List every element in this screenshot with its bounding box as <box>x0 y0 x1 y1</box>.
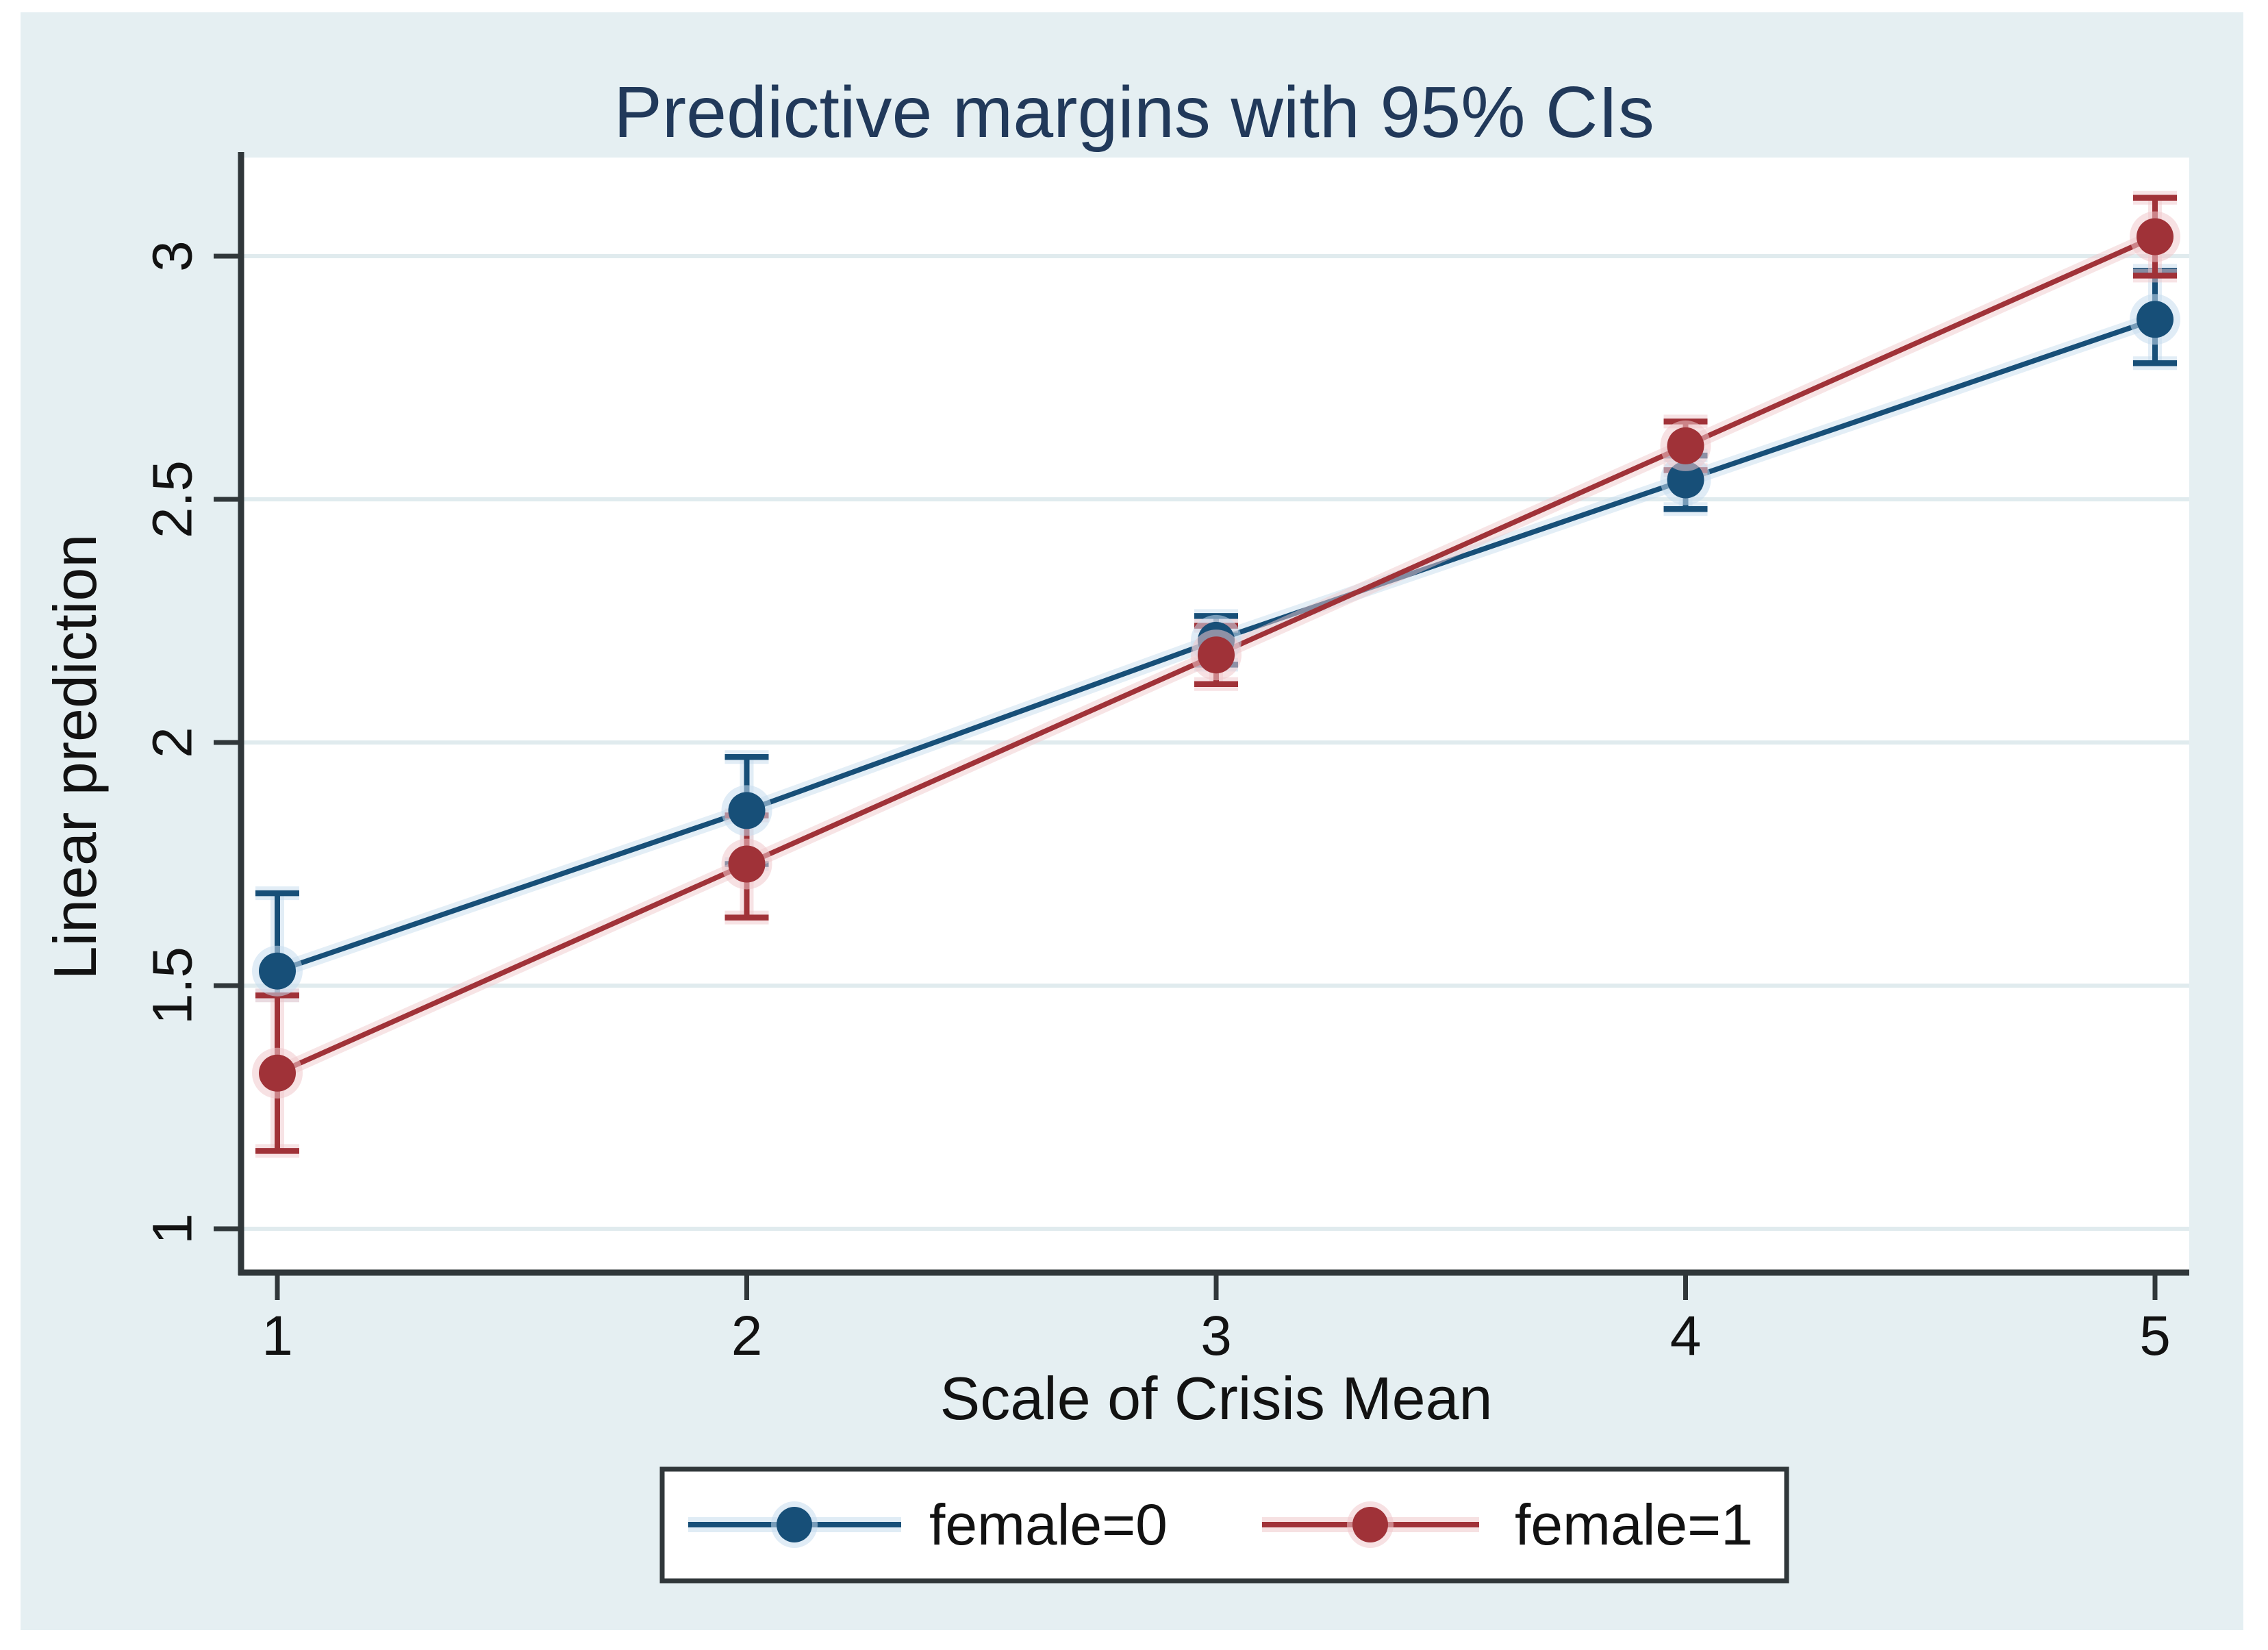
x-tick-label: 1 <box>262 1305 293 1367</box>
data-point-marker <box>2137 218 2174 255</box>
legend-marker <box>777 1507 812 1542</box>
gridlines <box>244 254 2189 1231</box>
y-tick-label: 1 <box>142 1213 204 1245</box>
x-axis-title: Scale of Crisis Mean <box>940 1364 1493 1432</box>
legend: female=0 female=1 <box>659 1466 1789 1584</box>
y-tick-label: 1.5 <box>142 947 204 1025</box>
data-point-marker <box>259 1054 296 1092</box>
y-tick-label: 2 <box>142 727 204 758</box>
data-point-marker <box>1667 461 1704 499</box>
axes <box>214 152 2189 1300</box>
x-tick-label: 4 <box>1670 1305 1702 1367</box>
legend-label: female=0 <box>929 1492 1168 1557</box>
series-layer <box>252 190 2180 1158</box>
tick-labels: 1 1.5 2 2.5 3 1 2 3 4 5 <box>142 240 2171 1367</box>
data-point-marker <box>1667 427 1704 464</box>
data-point-marker <box>728 792 766 829</box>
data-point-marker <box>259 952 296 990</box>
x-tick-label: 3 <box>1200 1305 1232 1367</box>
y-tick-label: 2.5 <box>142 460 204 538</box>
data-point-marker <box>2137 301 2174 338</box>
legend-label: female=1 <box>1515 1492 1753 1557</box>
plot-area <box>244 158 2189 1273</box>
data-point-marker <box>728 845 766 883</box>
x-tick-label: 2 <box>731 1305 763 1367</box>
y-tick-label: 3 <box>142 240 204 272</box>
legend-marker <box>1352 1507 1388 1542</box>
data-point-marker <box>1198 636 1235 674</box>
y-axis-title: Linear prediction <box>41 534 109 980</box>
x-tick-label: 5 <box>2139 1305 2171 1367</box>
chart-title: Predictive margins with 95% CIs <box>614 72 1654 153</box>
